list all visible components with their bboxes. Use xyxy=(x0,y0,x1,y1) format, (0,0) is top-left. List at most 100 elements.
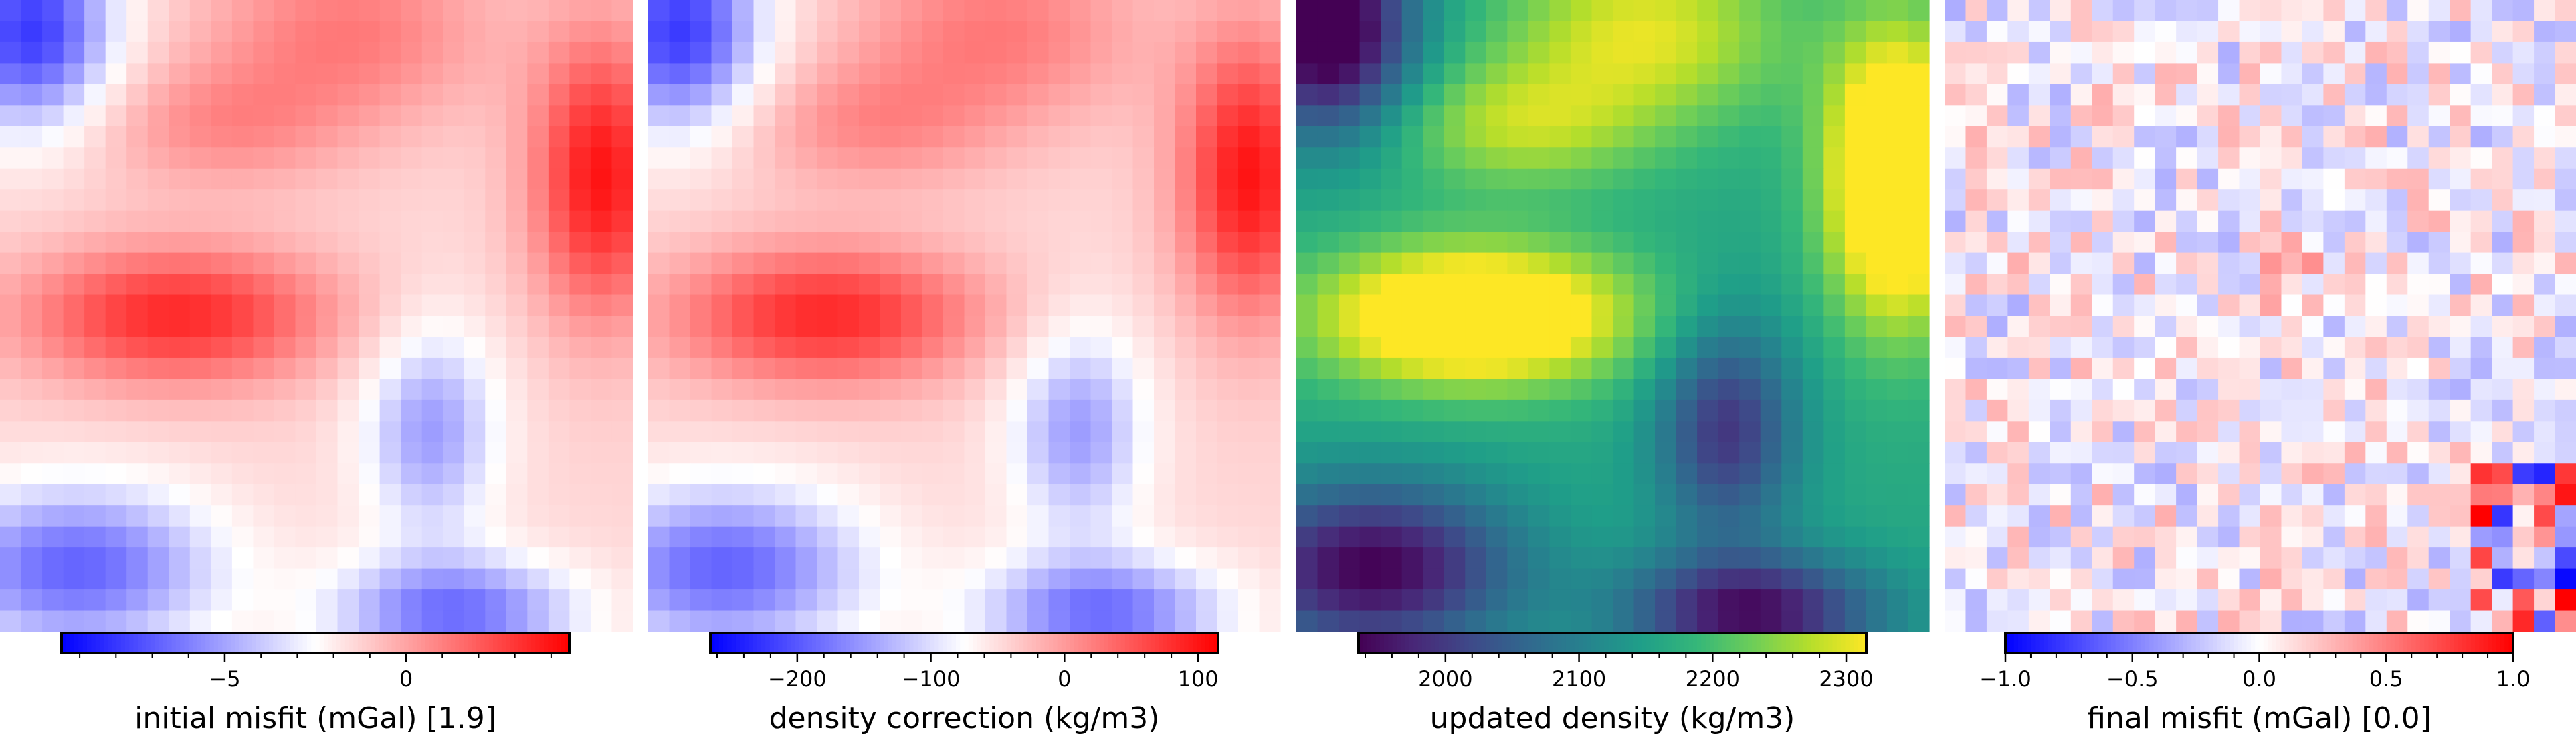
heatmap-cell xyxy=(2512,41,2535,64)
colorbar-segment xyxy=(552,633,557,653)
heatmap-cell xyxy=(147,21,169,43)
heatmap-cell xyxy=(1965,0,1987,22)
heatmap-cell xyxy=(1507,274,1529,296)
colorbar-segment xyxy=(95,633,100,653)
heatmap-cell xyxy=(1570,484,1593,506)
heatmap-cell xyxy=(795,105,817,127)
heatmap-cell xyxy=(506,21,528,43)
heatmap-cell xyxy=(2407,189,2430,211)
heatmap-cell xyxy=(84,379,106,401)
heatmap-cell xyxy=(2344,357,2366,379)
heatmap-cell xyxy=(421,463,443,485)
heatmap-cell xyxy=(1027,337,1050,359)
heatmap-cell xyxy=(1132,399,1155,422)
heatmap-cell xyxy=(1112,189,1134,211)
heatmap-cell xyxy=(379,84,401,106)
heatmap-cell xyxy=(2028,568,2050,590)
heatmap-cell xyxy=(901,0,923,22)
heatmap-cell xyxy=(359,547,381,569)
heatmap-cell xyxy=(1676,252,1698,274)
heatmap-cell xyxy=(690,505,712,527)
heatmap-cell xyxy=(1781,379,1803,401)
colorbar-segment xyxy=(1561,633,1567,653)
heatmap-cell xyxy=(506,63,528,85)
heatmap-cell xyxy=(1676,189,1698,211)
heatmap-cell xyxy=(337,484,359,506)
heatmap-cell xyxy=(1718,232,1740,254)
heatmap-cell xyxy=(506,379,528,401)
heatmap-cell xyxy=(1781,505,1803,527)
heatmap-cell xyxy=(1359,21,1381,43)
heatmap-cell xyxy=(1317,463,1339,485)
colorbar-segment xyxy=(1099,633,1104,653)
heatmap-cell xyxy=(2492,379,2514,401)
heatmap-cell xyxy=(1401,210,1423,232)
heatmap-cell xyxy=(569,610,591,632)
heatmap-cell xyxy=(2407,21,2430,43)
heatmap-cell xyxy=(669,610,691,632)
heatmap-cell xyxy=(859,399,881,422)
heatmap-cell xyxy=(1175,210,1197,232)
heatmap-cell xyxy=(2512,505,2535,527)
heatmap-cell xyxy=(2070,421,2092,443)
heatmap-cell xyxy=(316,505,338,527)
heatmap-cell xyxy=(2512,189,2535,211)
heatmap-cell xyxy=(295,274,317,296)
heatmap-cell xyxy=(1655,84,1677,106)
heatmap-cell xyxy=(1781,84,1803,106)
heatmap-cell xyxy=(1132,547,1155,569)
heatmap-cell xyxy=(648,484,670,506)
colorbar-segment xyxy=(1057,633,1062,653)
heatmap-cell xyxy=(506,357,528,379)
heatmap-cell xyxy=(1528,294,1550,316)
heatmap-cell xyxy=(1718,21,1740,43)
colorbar-segment xyxy=(209,633,215,653)
heatmap-cell xyxy=(2407,126,2430,148)
colorbar-segment xyxy=(1587,633,1592,653)
heatmap-cell xyxy=(2492,316,2514,338)
heatmap-cell xyxy=(2176,337,2198,359)
heatmap-cell xyxy=(611,0,633,22)
heatmap-cell xyxy=(2323,0,2345,22)
heatmap-cell xyxy=(1676,84,1698,106)
heatmap-cell xyxy=(2260,147,2282,169)
heatmap-cell xyxy=(1381,484,1403,506)
heatmap-cell xyxy=(1423,421,1445,443)
heatmap-cell xyxy=(1401,526,1423,548)
heatmap-cell xyxy=(2155,252,2177,274)
heatmap-cell xyxy=(169,357,191,379)
colorbar-segment xyxy=(328,633,333,653)
heatmap-cell xyxy=(2260,0,2282,22)
heatmap-cell xyxy=(569,526,591,548)
heatmap-cell xyxy=(63,0,85,22)
heatmap-cell xyxy=(648,442,670,464)
heatmap-cell xyxy=(1655,21,1677,43)
heatmap-cell xyxy=(0,568,22,590)
heatmap-cell xyxy=(1718,63,1740,85)
heatmap-cell xyxy=(359,147,381,169)
heatmap-cell xyxy=(1112,463,1134,485)
colorbar-segment xyxy=(1494,633,1499,653)
heatmap-cell xyxy=(63,41,85,64)
heatmap-cell xyxy=(859,105,881,127)
heatmap-cell xyxy=(1296,463,1318,485)
colorbar-tick-label: 1.0 xyxy=(2496,666,2531,692)
heatmap-cell xyxy=(2512,568,2535,590)
heatmap-cell xyxy=(859,463,881,485)
heatmap-cell xyxy=(2512,589,2535,612)
heatmap-cell xyxy=(711,232,733,254)
heatmap-cell xyxy=(2555,210,2576,232)
heatmap-cell xyxy=(1465,568,1487,590)
heatmap-cell xyxy=(711,274,733,296)
colorbar-segment xyxy=(2293,633,2298,653)
heatmap-cell xyxy=(775,210,797,232)
heatmap-cell xyxy=(379,147,401,169)
heatmap-cell xyxy=(2555,526,2576,548)
heatmap-cell xyxy=(2112,357,2135,379)
heatmap-cell xyxy=(859,568,881,590)
heatmap-cell xyxy=(1655,399,1677,422)
heatmap-cell xyxy=(690,463,712,485)
colorbar-segment xyxy=(1726,633,1732,653)
heatmap-cell xyxy=(901,147,923,169)
heatmap-cell xyxy=(1359,126,1381,148)
